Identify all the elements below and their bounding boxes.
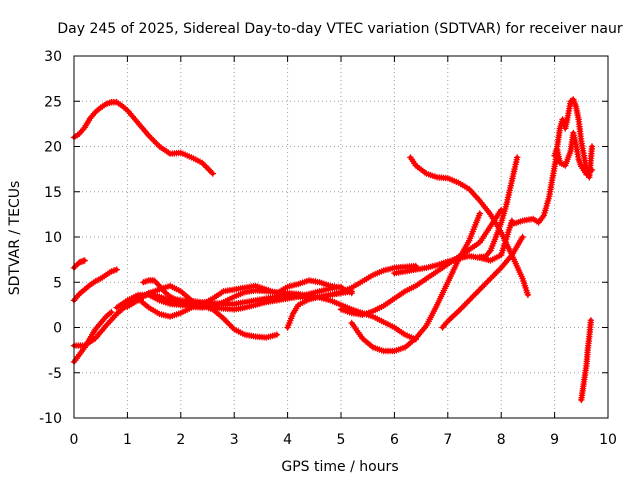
data-point-marker bbox=[490, 272, 497, 279]
data-point-marker bbox=[519, 233, 526, 241]
axis-ticks bbox=[73, 55, 609, 419]
y-axis-label: SDTVAR / TECUs bbox=[7, 181, 23, 296]
series-arc-10 bbox=[284, 288, 355, 331]
data-point-marker bbox=[226, 321, 233, 328]
x-tick-labels: 0 1 2 3 4 5 6 7 8 9 10 bbox=[70, 432, 617, 448]
y-tick-label: -10 bbox=[39, 411, 62, 427]
series-arc-3 bbox=[70, 266, 120, 304]
data-point-marker bbox=[205, 165, 212, 173]
x-tick-label: 3 bbox=[230, 432, 239, 448]
x-tick-label: 8 bbox=[497, 432, 506, 448]
data-point-marker bbox=[493, 269, 500, 276]
x-tick-label: 5 bbox=[337, 432, 346, 448]
x-tick-label: 6 bbox=[390, 432, 399, 448]
x-tick-label: 7 bbox=[443, 432, 452, 448]
y-tick-label: 30 bbox=[44, 49, 62, 65]
data-point-marker bbox=[587, 317, 595, 324]
data-point-marker bbox=[208, 168, 215, 176]
y-tick-label: -5 bbox=[48, 366, 62, 382]
series-arc-19 bbox=[578, 317, 595, 404]
data-point-marker bbox=[484, 278, 491, 285]
series-arc-15 bbox=[439, 233, 526, 331]
data-point-marker bbox=[588, 143, 596, 150]
data-point-marker bbox=[147, 134, 154, 141]
x-tick-label: 0 bbox=[70, 432, 79, 448]
data-point-marker bbox=[524, 291, 532, 299]
data-point-marker bbox=[475, 287, 482, 295]
data-point-marker bbox=[113, 266, 120, 273]
x-tick-label: 9 bbox=[550, 432, 559, 448]
x-tick-label: 10 bbox=[599, 432, 617, 448]
y-tick-label: 20 bbox=[44, 140, 62, 156]
y-tick-labels: -10 -5 0 5 10 15 20 25 30 bbox=[39, 49, 62, 427]
y-tick-label: 10 bbox=[44, 230, 62, 246]
y-tick-label: 25 bbox=[44, 94, 62, 110]
data-point-marker bbox=[469, 294, 476, 301]
series-arc-18 bbox=[551, 96, 596, 181]
y-tick-label: 15 bbox=[44, 185, 62, 201]
x-tick-label: 4 bbox=[283, 432, 292, 448]
chart-title: Day 245 of 2025, Sidereal Day-to-day VTE… bbox=[57, 21, 623, 37]
data-point-marker bbox=[81, 257, 88, 264]
data-point-marker bbox=[455, 308, 462, 315]
data-point-marker bbox=[461, 301, 468, 309]
series-arc-16 bbox=[476, 154, 521, 261]
data-point-marker bbox=[443, 319, 450, 326]
data-point-marker bbox=[487, 275, 494, 282]
data-point-marker bbox=[153, 140, 160, 147]
data-point-marker bbox=[496, 266, 503, 273]
data-point-marker bbox=[202, 162, 209, 170]
data-point-marker bbox=[223, 318, 230, 325]
data-point-marker bbox=[514, 154, 521, 161]
series-arc-1 bbox=[70, 99, 216, 177]
data-point-marker bbox=[273, 331, 281, 338]
data-point-marker bbox=[348, 288, 355, 295]
y-tick-label: 5 bbox=[53, 275, 62, 291]
data-point-marker bbox=[108, 308, 115, 316]
y-tick-label: 0 bbox=[53, 321, 62, 337]
data-point-marker bbox=[229, 324, 236, 331]
data-point-marker bbox=[481, 281, 488, 288]
data-points bbox=[70, 96, 596, 404]
x-tick-label: 2 bbox=[176, 432, 185, 448]
data-point-marker bbox=[472, 290, 479, 298]
data-point-marker bbox=[478, 284, 485, 292]
data-point-marker bbox=[209, 170, 216, 177]
data-point-marker bbox=[199, 159, 206, 166]
series-arc-2 bbox=[70, 257, 88, 271]
data-point-marker bbox=[476, 210, 483, 217]
x-axis-label: GPS time / hours bbox=[281, 459, 398, 475]
x-tick-label: 1 bbox=[123, 432, 132, 448]
